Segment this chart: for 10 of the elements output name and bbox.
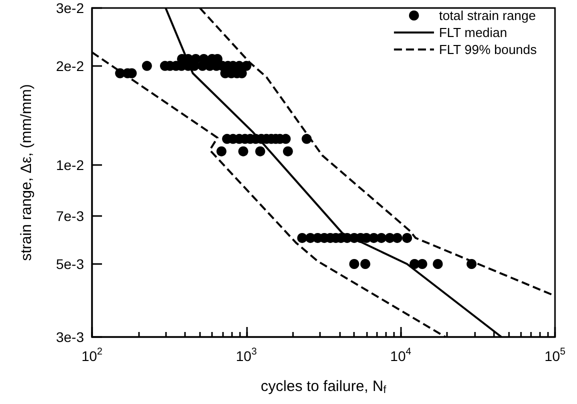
- y-tick-label: 3e-3: [56, 329, 84, 345]
- y-tick-label: 7e-3: [56, 208, 84, 224]
- legend-label: FLT 99% bounds: [438, 42, 538, 57]
- y-tick-label: 5e-3: [56, 256, 84, 272]
- legend-label: total strain range: [438, 8, 536, 23]
- y-tick-label: 1e-2: [56, 156, 84, 173]
- y-tick-label: 3e-2: [56, 0, 84, 16]
- y-axis-title: strain range, Δε, (mm/mm): [18, 84, 35, 261]
- y-tick-label: 2e-2: [56, 58, 84, 74]
- legend-label: FLT median: [438, 25, 508, 40]
